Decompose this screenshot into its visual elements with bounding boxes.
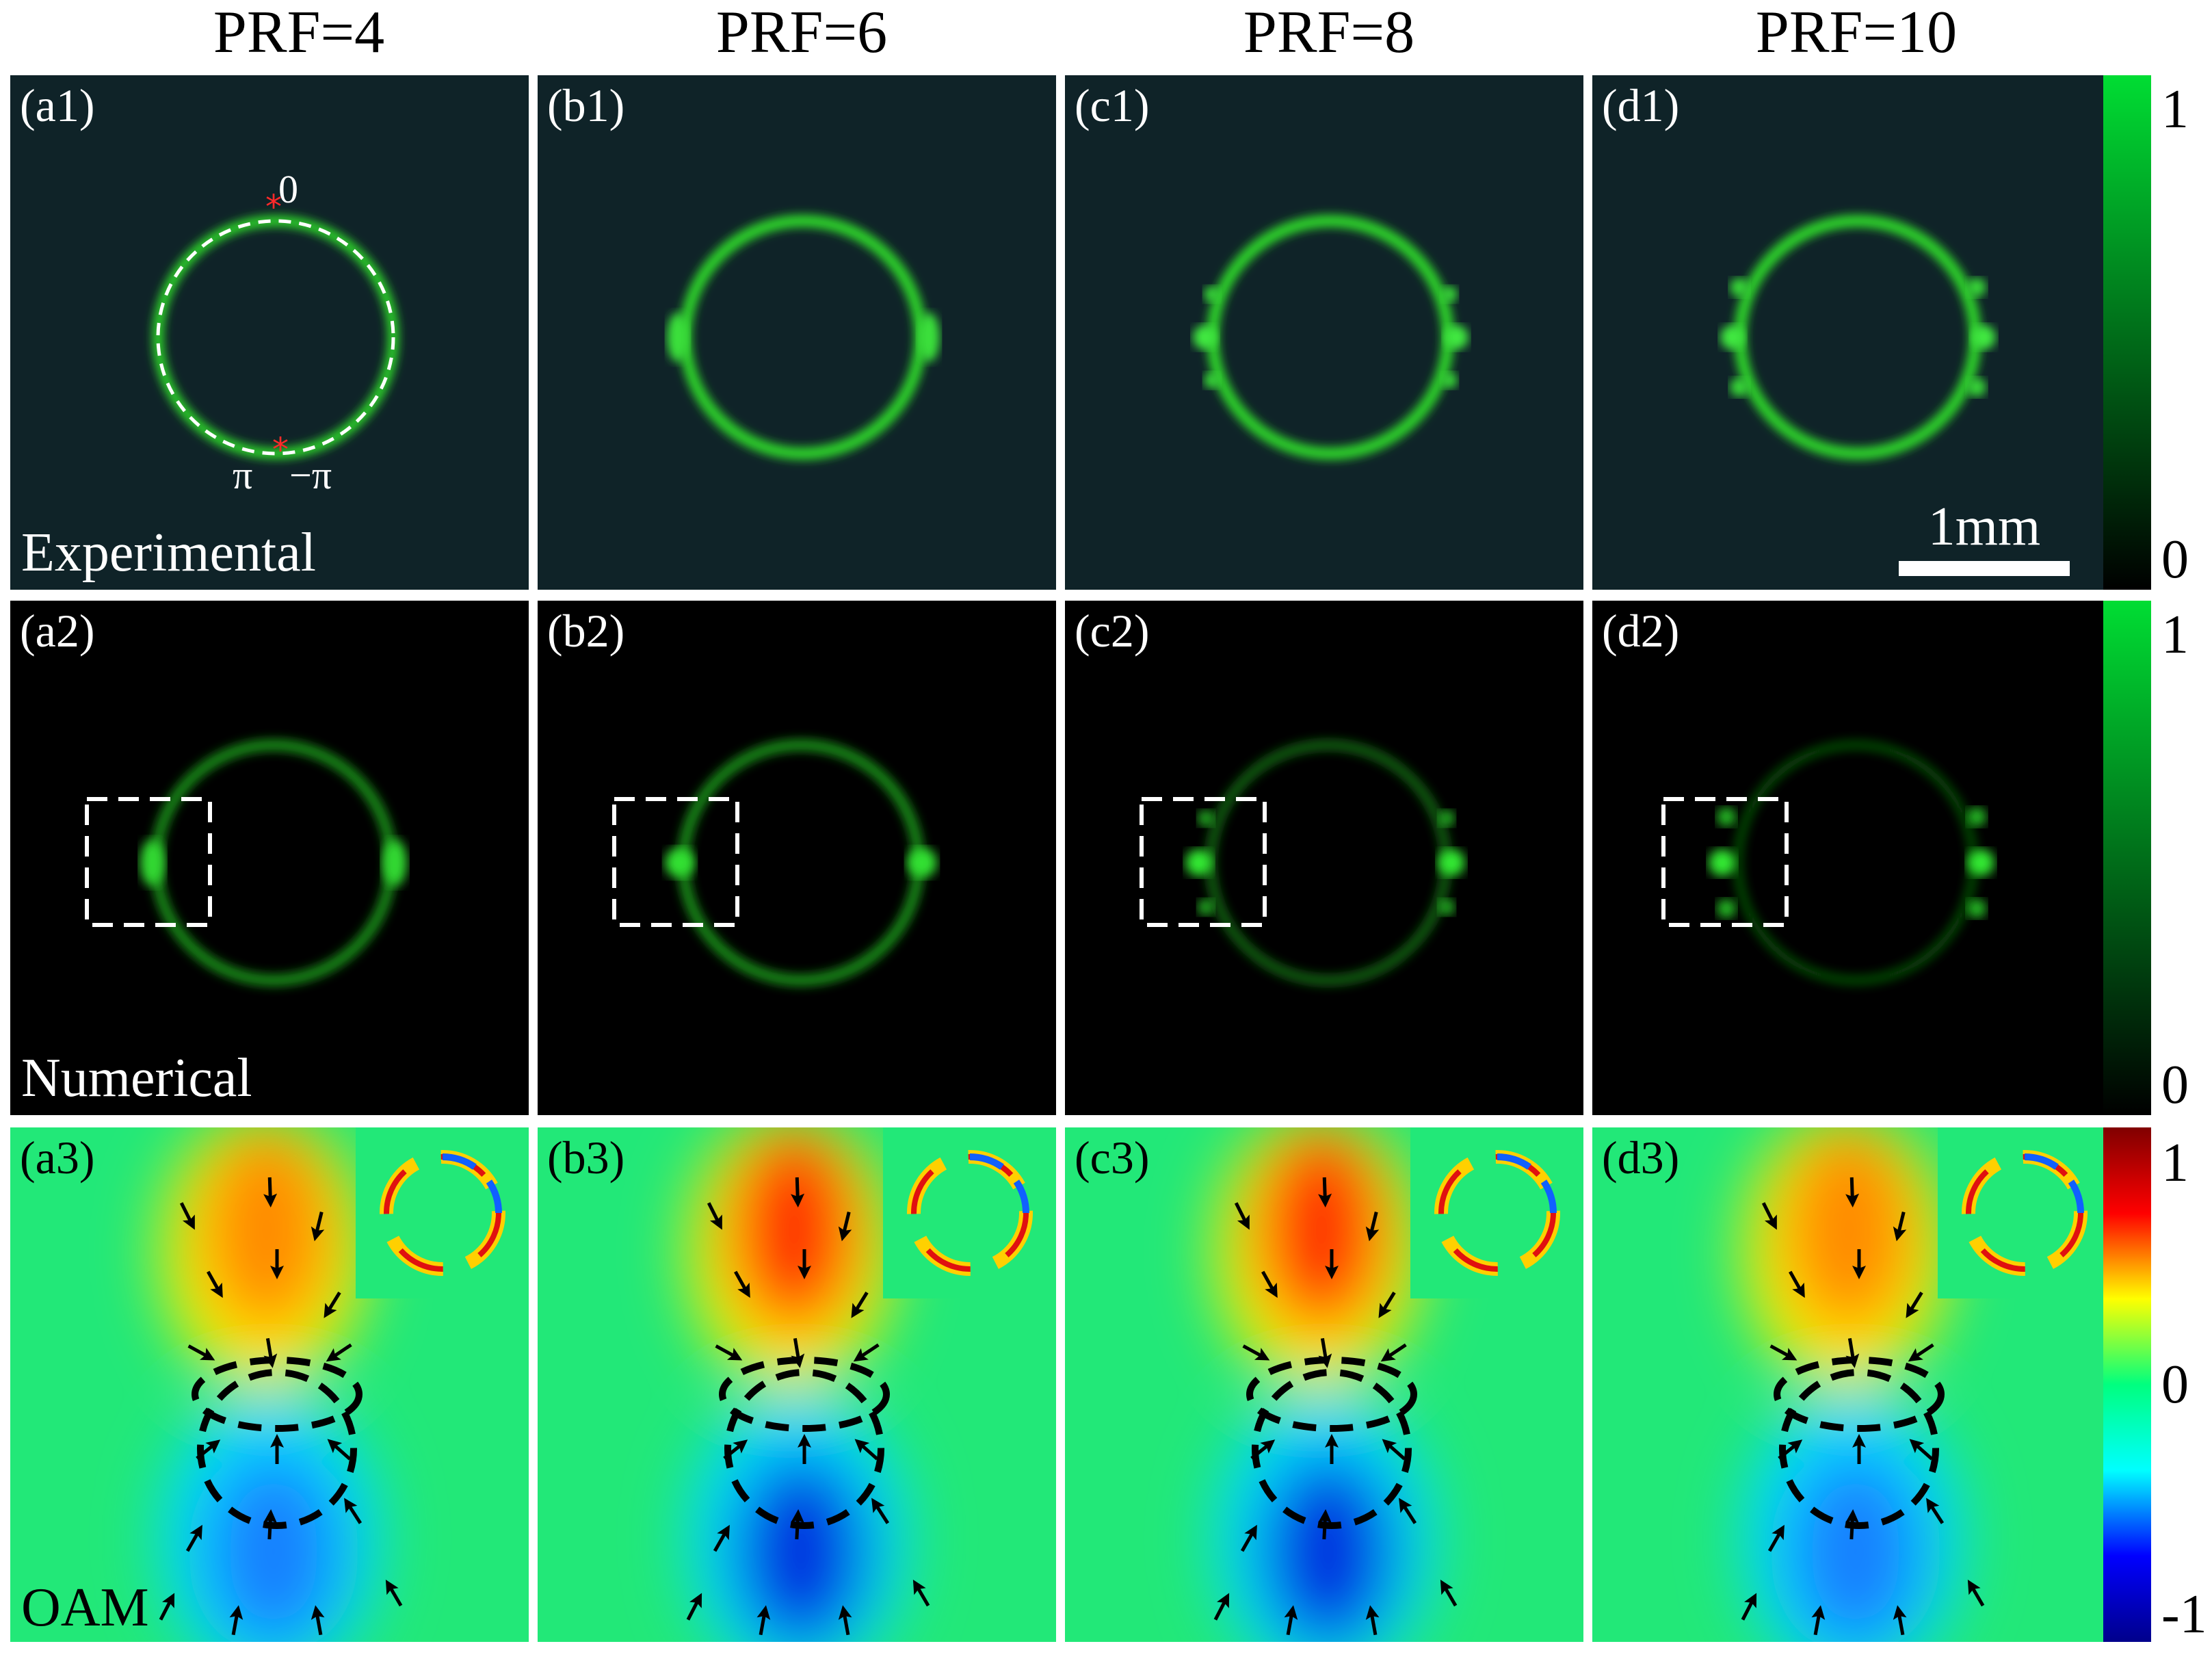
ring-image xyxy=(1140,741,1465,984)
panel-label: (c1) xyxy=(1075,79,1150,131)
column-title-prf4: PRF=4 xyxy=(213,0,385,66)
ring-image xyxy=(85,740,407,985)
ring-image xyxy=(1661,742,1994,984)
panel-label: (c2) xyxy=(1075,605,1150,657)
panel-c2: (c2) xyxy=(1065,601,1583,1115)
row-label-experimental: Experimental xyxy=(21,523,316,583)
phase-label-right: −π xyxy=(289,453,332,497)
oam-field xyxy=(1741,1127,2111,1642)
colorbar-max-label: 1 xyxy=(2161,605,2189,665)
column-title-prf6: PRF=6 xyxy=(715,0,888,66)
phase-marker-bottom: * xyxy=(272,431,289,469)
panel-label: (b1) xyxy=(547,79,625,131)
column-title-prf10: PRF=10 xyxy=(1755,0,1958,66)
panel-label: (d1) xyxy=(1602,79,1680,131)
panel-b3: (b3) xyxy=(538,1127,1056,1642)
panel-c1: (c1) xyxy=(1065,75,1583,590)
column-title-prf8: PRF=8 xyxy=(1243,0,1415,66)
colorbar-oam xyxy=(2103,1127,2151,1642)
ring-image xyxy=(1720,215,1996,460)
panel-label: (a1) xyxy=(20,79,95,131)
phase-circle xyxy=(156,219,395,456)
phase-label-top: 0 xyxy=(278,167,298,211)
oam-field xyxy=(159,1127,529,1642)
scale-bar: 1mm xyxy=(1899,499,2070,576)
colorbar-min-label: -1 xyxy=(2161,1584,2207,1645)
panel-a3: (a3) OAM xyxy=(10,1127,529,1642)
row-label-numerical: Numerical xyxy=(21,1048,252,1108)
colorbar-intensity-experimental xyxy=(2103,75,2151,590)
panel-label: (d2) xyxy=(1602,605,1680,657)
panel-label: (c3) xyxy=(1075,1132,1150,1184)
panel-a1: * * (a1) 0 π −π Experimental xyxy=(10,75,529,590)
panel-label: (d3) xyxy=(1602,1132,1680,1184)
colorbar-mid-label: 0 xyxy=(2161,1355,2189,1415)
colorbar-max-label: 1 xyxy=(2161,79,2189,140)
panel-a2: (a2) Numerical xyxy=(10,601,529,1115)
phase-marker-top: * xyxy=(265,188,282,226)
panel-d3: (d3) xyxy=(1592,1127,2111,1642)
colorbar-intensity-numerical xyxy=(2103,601,2151,1115)
ring-image xyxy=(667,215,940,460)
scale-bar-label: 1mm xyxy=(1927,497,2041,557)
panel-label: (a3) xyxy=(20,1132,95,1184)
panel-d2: (d2) xyxy=(1592,601,2111,1115)
ring-image xyxy=(1193,215,1469,460)
oam-field xyxy=(686,1127,1056,1642)
panel-label: (a2) xyxy=(20,605,95,657)
panel-d1: (d1) 1mm xyxy=(1592,75,2111,590)
colorbar-min-label: 0 xyxy=(2161,530,2189,590)
panel-c3: (c3) xyxy=(1065,1127,1583,1642)
panel-label: (b3) xyxy=(547,1132,625,1184)
scale-bar-line xyxy=(1899,561,2070,576)
colorbar-min-label: 0 xyxy=(2161,1055,2189,1115)
ring-image: * * xyxy=(153,188,399,469)
colorbar-max-label: 1 xyxy=(2161,1133,2189,1193)
phase-label-left: π xyxy=(233,453,253,497)
panel-label: (b2) xyxy=(547,605,625,657)
ring-image xyxy=(612,740,937,985)
oam-field xyxy=(1213,1127,1583,1642)
panel-b2: (b2) xyxy=(538,601,1056,1115)
row-label-oam: OAM xyxy=(21,1578,149,1638)
panel-b1: (b1) xyxy=(538,75,1056,590)
